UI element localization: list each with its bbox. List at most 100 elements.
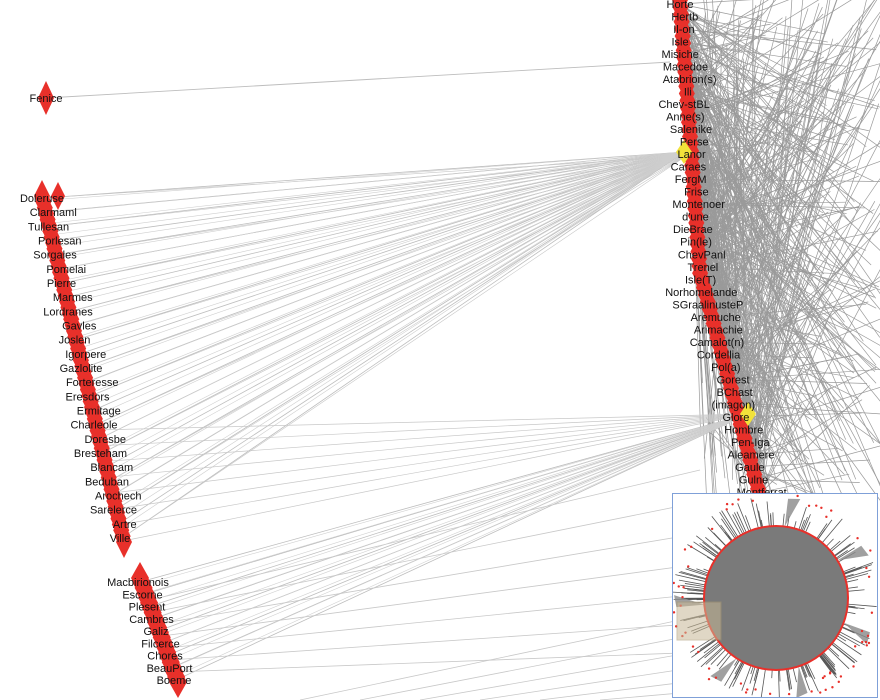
minimap-edge <box>680 584 705 589</box>
edge <box>752 11 763 493</box>
node-left[interactable] <box>51 182 65 210</box>
node-label-left: Eresdors <box>65 391 110 403</box>
minimap-viewport[interactable] <box>676 601 722 641</box>
minimap-edge <box>835 550 848 559</box>
node-label-bottom: Macbirionois <box>107 577 169 589</box>
minimap-edge <box>839 631 866 646</box>
edge <box>679 41 847 130</box>
node-label-right: Montenoer <box>672 199 725 211</box>
edge <box>164 413 749 643</box>
edge <box>95 151 685 426</box>
minimap-node <box>744 691 748 694</box>
edge <box>165 589 741 649</box>
edge <box>732 325 770 380</box>
node-fenice[interactable] <box>38 81 54 115</box>
node-bottom[interactable] <box>169 666 187 698</box>
minimap-edge-fan <box>796 666 808 697</box>
minimap-edge <box>821 653 836 672</box>
minimap-edge <box>847 589 865 592</box>
edge <box>715 40 880 317</box>
minimap-node <box>754 688 757 691</box>
edge <box>121 155 687 539</box>
node-label-right: Aleamere <box>727 449 774 461</box>
minimap-edge <box>703 641 720 654</box>
minimap-node <box>804 697 806 698</box>
edge <box>701 69 867 255</box>
edge <box>94 151 685 417</box>
node-hub-highlight[interactable] <box>740 402 756 426</box>
minimap-edge <box>801 516 808 532</box>
edge <box>76 155 687 340</box>
node-label-right: Isle(T) <box>685 274 716 286</box>
minimap-edge <box>847 586 858 589</box>
minimap-node <box>691 645 695 648</box>
minimap-edge <box>834 541 855 557</box>
edge <box>66 151 685 280</box>
edge <box>54 151 685 224</box>
node-label-left: Bresteham <box>74 448 127 460</box>
minimap-node <box>810 690 813 693</box>
edge <box>103 151 685 462</box>
minimap-edge <box>750 666 754 675</box>
minimap-edge <box>704 643 722 659</box>
edge <box>689 0 820 80</box>
overview-minimap[interactable] <box>672 493 878 698</box>
minimap-edge <box>806 662 816 680</box>
node-label-left: Joslen <box>59 335 91 347</box>
edge <box>743 201 876 430</box>
edge <box>109 413 749 478</box>
node-label-bottom: Filcerce <box>141 638 180 650</box>
node-label-right: Aremuche <box>691 312 741 324</box>
node-label-right: Macedoe <box>663 62 708 74</box>
edge <box>95 413 749 431</box>
minimap-edge <box>820 654 837 675</box>
minimap-edge <box>803 514 811 532</box>
minimap-edge <box>831 643 855 663</box>
edge <box>118 413 749 509</box>
edge <box>761 473 850 493</box>
edge <box>743 259 811 430</box>
node-label-bottom: BeauPort <box>147 663 193 675</box>
node-left[interactable] <box>116 526 132 558</box>
edge <box>706 429 751 468</box>
edge <box>153 499 711 613</box>
node-label-left: Igorpere <box>65 349 106 361</box>
minimap-edge <box>703 568 710 572</box>
edge <box>749 387 831 468</box>
edge <box>59 151 685 246</box>
edge <box>695 119 835 243</box>
minimap-node <box>673 611 676 614</box>
edge <box>169 619 751 661</box>
node-label-left: Pomelai <box>46 264 86 276</box>
minimap-edge <box>734 661 744 680</box>
edge <box>698 203 880 359</box>
minimap-edge <box>749 666 756 684</box>
edge <box>115 155 687 510</box>
minimap-edge <box>801 665 807 678</box>
node-label-right: Salenike <box>670 124 712 136</box>
edge <box>749 0 831 468</box>
edge <box>715 177 795 317</box>
edge <box>75 151 685 326</box>
minimap-node <box>861 640 864 644</box>
node-label-left: Porlesan <box>38 236 81 248</box>
node-label-right: Gaule <box>735 462 764 474</box>
node-label-right: Frise <box>684 187 708 199</box>
edge <box>174 413 749 668</box>
edge <box>702 6 823 267</box>
minimap-edge <box>843 564 872 575</box>
edge <box>66 151 685 298</box>
minimap-edge <box>706 556 715 562</box>
minimap-edge <box>700 646 724 668</box>
edge <box>693 141 880 485</box>
node-label-left: Doleruse <box>20 193 64 205</box>
node-label-bottom: Escorne <box>122 589 162 601</box>
edge <box>695 165 857 243</box>
edge <box>684 16 769 90</box>
edge <box>707 209 875 305</box>
minimap-node <box>714 676 718 679</box>
minimap-node <box>690 545 693 549</box>
node-hub-highlight[interactable] <box>676 140 692 164</box>
minimap-edge <box>719 511 737 539</box>
